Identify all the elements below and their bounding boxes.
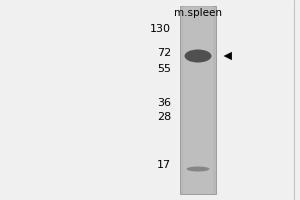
Text: m.spleen: m.spleen: [174, 8, 222, 18]
Ellipse shape: [187, 166, 209, 171]
Text: 17: 17: [157, 160, 171, 170]
Ellipse shape: [184, 49, 212, 62]
Text: 28: 28: [157, 112, 171, 122]
Polygon shape: [224, 52, 232, 60]
Bar: [180, 6, 216, 194]
Text: 36: 36: [157, 98, 171, 108]
Bar: [183, 6, 213, 194]
Text: 55: 55: [157, 64, 171, 74]
Text: 130: 130: [150, 24, 171, 34]
Text: 72: 72: [157, 48, 171, 58]
